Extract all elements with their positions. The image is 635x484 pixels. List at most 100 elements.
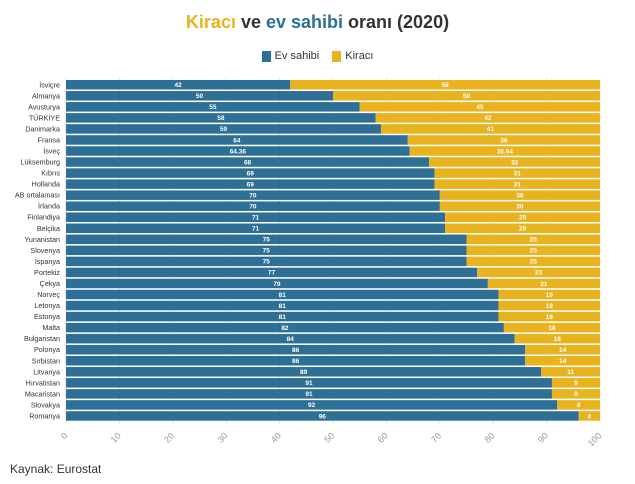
data-label-tenant: 14 <box>559 358 567 365</box>
category-label: AB ortalaması <box>15 191 60 200</box>
data-label-owner: 75 <box>263 237 271 244</box>
bar-tenant <box>498 300 600 311</box>
data-label-owner: 42 <box>175 82 183 89</box>
bar-owner <box>66 278 488 289</box>
bar-owner <box>66 146 410 156</box>
x-tick-label: 10 <box>109 431 123 445</box>
bar-tenant <box>557 400 600 410</box>
legend-label-tenant: Kiracı <box>345 50 374 62</box>
bar-owner <box>66 389 552 399</box>
bar-owner <box>66 256 467 267</box>
bar-tenant <box>434 179 600 189</box>
data-label-tenant: 31 <box>514 170 522 177</box>
data-label-owner: 91 <box>305 380 313 387</box>
bar-tenant <box>466 256 600 267</box>
bar-tenant <box>445 223 600 234</box>
data-label-tenant: 25 <box>530 259 538 266</box>
data-label-owner: 69 <box>247 170 255 177</box>
category-label: Yunanistan <box>24 235 60 244</box>
bar-tenant <box>375 113 600 123</box>
data-label-owner: 89 <box>300 369 308 376</box>
bar-owner <box>66 135 408 145</box>
category-label: Portekiz <box>34 268 60 277</box>
x-tick-label: 70 <box>429 431 443 445</box>
legend-item-owner[interactable]: Ev sahibi <box>261 50 319 62</box>
data-label-tenant: 19 <box>546 292 554 299</box>
category-label: Litvanya <box>33 367 60 376</box>
category-label: İrlanda <box>38 202 60 211</box>
bar-owner <box>66 245 467 256</box>
data-label-tenant: 31 <box>514 181 522 188</box>
bar-tenant <box>477 267 600 278</box>
x-tick-label: 100 <box>586 431 604 449</box>
title-connector: ve <box>235 12 266 32</box>
data-label-tenant: 29 <box>519 215 527 222</box>
bar-tenant <box>498 311 600 322</box>
category-label: Sırbistan <box>32 356 60 365</box>
x-tick-label: 50 <box>322 431 336 445</box>
data-label-owner: 70 <box>249 192 257 199</box>
title-owner-word: ev sahibi <box>265 12 344 32</box>
data-label-tenant: 58 <box>442 82 450 89</box>
x-tick-label: 90 <box>536 431 550 445</box>
category-label: Fransa <box>38 135 60 144</box>
data-label-tenant: 18 <box>548 325 556 332</box>
data-label-owner: 81 <box>279 314 287 321</box>
data-label-owner: 91 <box>305 391 313 398</box>
bar-tenant <box>333 91 600 101</box>
category-label: İsveç <box>43 146 60 155</box>
bar-owner <box>66 289 499 300</box>
bar-tenant <box>525 344 600 355</box>
data-label-owner: 58 <box>217 115 225 122</box>
bar-owner <box>66 223 446 234</box>
data-label-tenant: 8 <box>577 402 581 409</box>
chart-title: Kiracı ve ev sahibi oranı (2020) <box>0 12 635 33</box>
category-label: Slovenya <box>30 246 60 255</box>
category-label: Bulgaristan <box>24 334 60 343</box>
data-label-owner: 50 <box>196 93 204 100</box>
data-label-owner: 71 <box>252 226 260 233</box>
data-label-tenant: 9 <box>574 391 578 398</box>
category-label: Malta <box>42 323 60 332</box>
bar-owner <box>66 102 360 112</box>
category-label: Slovakya <box>31 400 60 409</box>
data-label-tenant: 35.64 <box>497 148 514 155</box>
data-label-owner: 68 <box>244 159 252 166</box>
category-label: Çekya <box>40 279 60 288</box>
category-label: Danimarka <box>25 124 60 133</box>
bar-tenant <box>466 234 600 245</box>
bar-tenant <box>525 356 600 366</box>
bar-owner <box>66 333 515 344</box>
bar-tenant <box>503 322 600 333</box>
data-label-owner: 75 <box>263 259 271 266</box>
bar-owner <box>66 179 435 189</box>
category-label: TÜRKİYE <box>29 113 60 122</box>
category-label: Kıbrıs <box>41 169 60 178</box>
bar-tenant <box>290 80 600 90</box>
bar-owner <box>66 267 478 278</box>
data-label-owner: 75 <box>263 248 271 255</box>
legend-item-tenant[interactable]: Kiracı <box>332 50 373 62</box>
bar-owner <box>66 400 558 410</box>
category-label: Belçika <box>37 224 60 233</box>
data-label-tenant: 50 <box>463 93 471 100</box>
data-label-tenant: 23 <box>535 270 543 277</box>
bar-owner <box>66 411 579 421</box>
data-label-owner: 86 <box>292 347 300 354</box>
bar-tenant <box>407 135 600 145</box>
category-label: Estonya <box>34 312 60 321</box>
bar-owner <box>66 91 333 101</box>
data-label-owner: 64.36 <box>230 148 247 155</box>
data-label-tenant: 11 <box>567 369 574 376</box>
category-label: Hollanda <box>32 180 60 189</box>
data-label-tenant: 19 <box>546 314 554 321</box>
legend-swatch-owner <box>261 50 271 62</box>
bar-owner <box>66 168 435 178</box>
category-label: Letonya <box>34 301 60 310</box>
data-label-tenant: 16 <box>554 336 562 343</box>
bar-owner <box>66 234 467 245</box>
bar-owner <box>66 201 440 211</box>
data-label-owner: 77 <box>268 270 276 277</box>
category-label: Almanya <box>32 91 60 100</box>
